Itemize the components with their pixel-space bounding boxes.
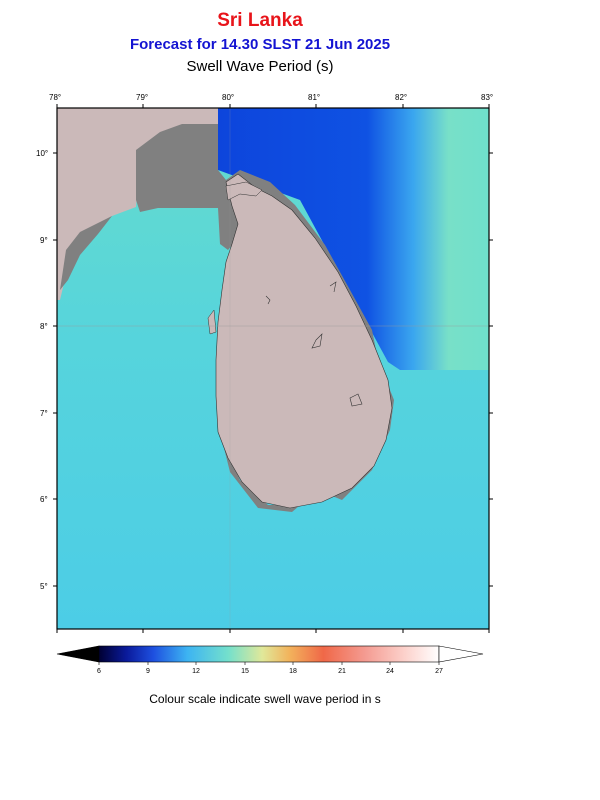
lat-tick-label: 8° bbox=[40, 322, 48, 331]
colorbar-gradient bbox=[98, 645, 440, 663]
colorbar-tick-label: 6 bbox=[97, 668, 101, 675]
colorbar-caption: Colour scale indicate swell wave period … bbox=[149, 692, 381, 706]
forecast-time-title: Forecast for 14.30 SLST 21 Jun 2025 bbox=[129, 36, 391, 53]
colorbar-tick-label: 27 bbox=[435, 668, 443, 675]
lon-tick-label: 79° bbox=[136, 93, 149, 102]
map-region-title: Sri Lanka bbox=[217, 10, 303, 31]
colour-scale-bar: 6 9 12 15 18 21 24 27 bbox=[56, 645, 484, 675]
parameter-title: Swell Wave Period (s) bbox=[186, 58, 334, 75]
lon-tick-label: 81° bbox=[308, 93, 321, 102]
lat-tick-label: 9° bbox=[40, 236, 48, 245]
lat-tick-label: 10° bbox=[36, 149, 49, 158]
lon-tick-label: 82° bbox=[395, 93, 408, 102]
colorbar-low-triangle bbox=[56, 645, 100, 663]
east-sea-area bbox=[218, 108, 489, 370]
masked-coastal-sea bbox=[136, 124, 378, 372]
colorbar-tick-label: 18 bbox=[289, 668, 297, 675]
map-frame bbox=[56, 107, 490, 630]
colorbar-tick-label: 9 bbox=[146, 668, 150, 675]
lon-tick-label: 78° bbox=[49, 93, 62, 102]
colorbar-tick-label: 15 bbox=[241, 668, 249, 675]
lat-tick-label: 6° bbox=[40, 495, 48, 504]
colorbar-high-triangle bbox=[438, 645, 484, 663]
india-landmass bbox=[57, 108, 218, 300]
lat-tick-label: 5° bbox=[40, 582, 48, 591]
lon-tick-label: 80° bbox=[222, 93, 235, 102]
colorbar-tick-label: 21 bbox=[338, 668, 346, 675]
lat-tick-label: 7° bbox=[40, 409, 48, 418]
lon-tick-label: 83° bbox=[481, 93, 494, 102]
colorbar-tick-label: 12 bbox=[192, 668, 200, 675]
colorbar-tick-label: 24 bbox=[386, 668, 394, 675]
sri-lanka-landmass bbox=[215, 173, 393, 509]
